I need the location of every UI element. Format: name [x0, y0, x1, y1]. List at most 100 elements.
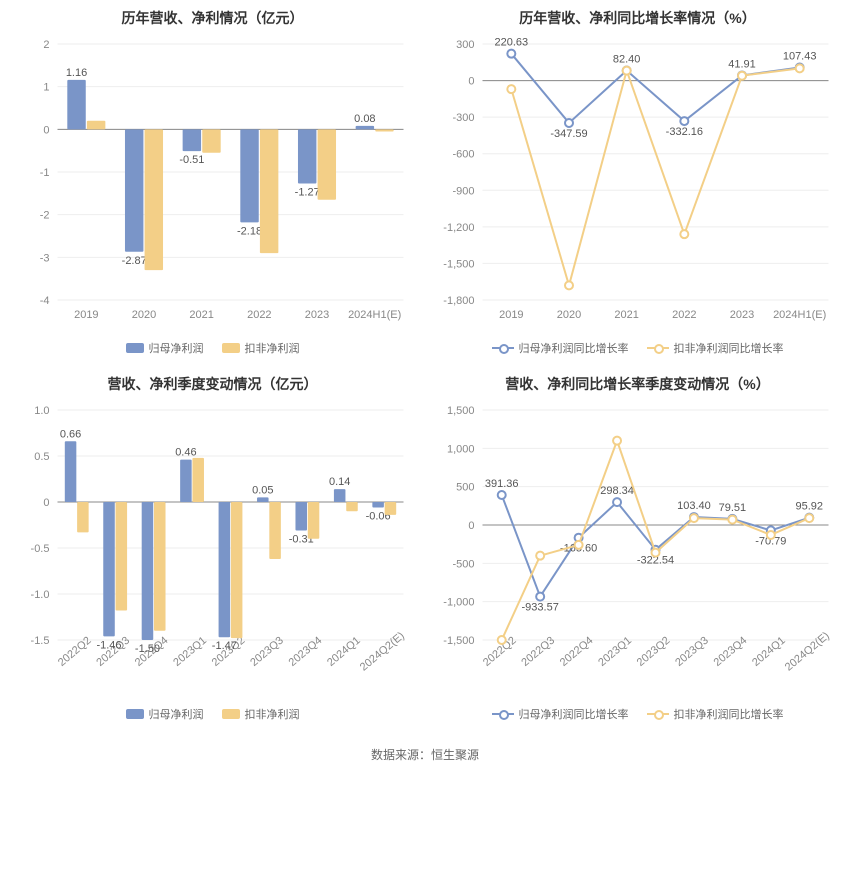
svg-text:-3: -3	[40, 252, 50, 264]
svg-text:2: 2	[43, 39, 49, 51]
svg-text:2021: 2021	[189, 309, 213, 321]
svg-text:-1.27: -1.27	[295, 187, 320, 199]
svg-text:220.63: 220.63	[495, 37, 529, 49]
svg-text:-2: -2	[40, 210, 50, 222]
panel-bottom-left: 营收、净利季度变动情况（亿元） -1.5-1.0-0.500.51.02022Q…	[0, 366, 425, 732]
svg-text:-1.47: -1.47	[212, 640, 237, 652]
legend-label: 归母净利润	[149, 706, 204, 722]
svg-text:-1.50: -1.50	[135, 643, 160, 655]
svg-text:-600: -600	[452, 149, 474, 161]
charts-grid: 历年营收、净利情况（亿元） -4-3-2-1012201920202021202…	[0, 0, 850, 732]
svg-text:-0.5: -0.5	[31, 543, 50, 555]
legend-label: 扣非净利润同比增长率	[674, 340, 784, 356]
chart-legend: 归母净利润同比增长率 扣非净利润同比增长率	[429, 700, 846, 728]
svg-text:2024Q2(E): 2024Q2(E)	[358, 630, 407, 674]
chart-legend: 归母净利润 扣非净利润	[4, 334, 421, 362]
svg-text:2020: 2020	[557, 309, 581, 321]
legend-label: 扣非净利润	[245, 340, 300, 356]
svg-text:0.05: 0.05	[252, 484, 273, 496]
svg-text:95.92: 95.92	[796, 501, 824, 513]
data-source-label: 数据来源：恒生聚源	[0, 732, 850, 781]
chart-plot: -1,500-1,000-50005001,0001,5002022Q22022…	[429, 400, 846, 700]
chart-plot: -1,800-1,500-1,200-900-600-3000300201920…	[429, 34, 846, 334]
svg-text:-300: -300	[452, 112, 474, 124]
svg-text:0.14: 0.14	[329, 476, 350, 488]
chart-title: 营收、净利季度变动情况（亿元）	[4, 374, 421, 394]
chart-title: 历年营收、净利同比增长率情况（%）	[429, 8, 846, 28]
svg-text:-500: -500	[452, 558, 474, 570]
chart-plot: -1.5-1.0-0.500.51.02022Q22022Q32022Q4202…	[4, 400, 421, 700]
svg-text:2024Q2(E): 2024Q2(E)	[783, 630, 832, 674]
svg-text:2024H1(E): 2024H1(E)	[773, 309, 826, 321]
legend-item: 归母净利润同比增长率	[492, 340, 629, 356]
panel-bottom-right: 营收、净利同比增长率季度变动情况（%） -1,500 -1,000 -500 0 500…	[425, 366, 850, 732]
legend-item: 扣非净利润同比增长率	[647, 706, 784, 722]
svg-text:-2.18: -2.18	[237, 225, 262, 237]
svg-text:-933.57: -933.57	[522, 602, 559, 614]
svg-text:-1.5: -1.5	[31, 635, 50, 647]
svg-text:2022: 2022	[672, 309, 696, 321]
legend-swatch-line-icon	[647, 709, 669, 719]
svg-text:2021: 2021	[614, 309, 638, 321]
svg-text:2019: 2019	[74, 309, 98, 321]
legend-swatch-line-icon	[492, 709, 514, 719]
svg-text:79.51: 79.51	[719, 502, 747, 514]
svg-text:300: 300	[456, 39, 474, 51]
legend-label: 扣非净利润	[245, 706, 300, 722]
svg-text:103.40: 103.40	[677, 500, 711, 512]
chart-title: 营收、净利同比增长率季度变动情况（%）	[429, 374, 846, 394]
chart-legend: 归母净利润 扣非净利润	[4, 700, 421, 728]
legend-item: 扣非净利润同比增长率	[647, 340, 784, 356]
svg-text:1,500: 1,500	[447, 405, 475, 417]
panel-top-left: 历年营收、净利情况（亿元） -4-3-2-1012201920202021202…	[0, 0, 425, 366]
svg-text:-2.87: -2.87	[122, 255, 147, 267]
svg-text:2019: 2019	[499, 309, 523, 321]
svg-text:0.5: 0.5	[34, 451, 49, 463]
legend-item: 归母净利润同比增长率	[492, 706, 629, 722]
svg-text:2023: 2023	[305, 309, 329, 321]
svg-text:1,000: 1,000	[447, 443, 475, 455]
svg-text:1.16: 1.16	[66, 67, 87, 79]
svg-text:298.34: 298.34	[600, 485, 634, 497]
legend-swatch-line-icon	[492, 343, 514, 353]
svg-text:-1,800: -1,800	[443, 295, 474, 307]
svg-text:82.40: 82.40	[613, 54, 641, 66]
legend-label: 扣非净利润同比增长率	[674, 706, 784, 722]
svg-text:2024H1(E): 2024H1(E)	[348, 309, 401, 321]
svg-text:-1,000: -1,000	[443, 597, 474, 609]
chart-plot: -4-3-2-1012201920202021202220232024H1(E)…	[4, 34, 421, 334]
svg-text:-1,200: -1,200	[443, 222, 474, 234]
svg-text:0: 0	[43, 124, 49, 136]
svg-text:-1,500: -1,500	[443, 258, 474, 270]
svg-text:-0.51: -0.51	[179, 154, 204, 166]
svg-text:1.0: 1.0	[34, 405, 49, 417]
svg-text:41.91: 41.91	[728, 58, 756, 70]
legend-swatch-line-icon	[647, 343, 669, 353]
svg-text:500: 500	[456, 482, 474, 494]
svg-text:2020: 2020	[132, 309, 156, 321]
svg-text:-900: -900	[452, 185, 474, 197]
legend-swatch-rect-icon	[126, 709, 144, 719]
legend-label: 归母净利润	[149, 340, 204, 356]
svg-text:-1.46: -1.46	[96, 639, 121, 651]
svg-text:-1,500: -1,500	[443, 635, 474, 647]
svg-text:-347.59: -347.59	[550, 128, 587, 140]
svg-text:0.08: 0.08	[354, 113, 375, 125]
legend-item: 归母净利润	[126, 340, 204, 356]
legend-item: 扣非净利润	[222, 340, 300, 356]
svg-text:-1.0: -1.0	[31, 589, 50, 601]
panel-top-right: 历年营收、净利同比增长率情况（%） -1,800 -1,500 -1,200 -900…	[425, 0, 850, 366]
svg-text:0.46: 0.46	[175, 447, 196, 459]
svg-text:0.66: 0.66	[60, 428, 81, 440]
svg-text:-332.16: -332.16	[666, 126, 703, 138]
svg-text:391.36: 391.36	[485, 478, 519, 490]
chart-legend: 归母净利润同比增长率 扣非净利润同比增长率	[429, 334, 846, 362]
svg-text:-1: -1	[40, 167, 50, 179]
legend-swatch-rect-icon	[222, 709, 240, 719]
legend-item: 扣非净利润	[222, 706, 300, 722]
svg-text:107.43: 107.43	[783, 50, 817, 62]
svg-text:0: 0	[43, 497, 49, 509]
svg-text:0: 0	[468, 520, 474, 532]
svg-text:2023: 2023	[730, 309, 754, 321]
legend-swatch-rect-icon	[222, 343, 240, 353]
